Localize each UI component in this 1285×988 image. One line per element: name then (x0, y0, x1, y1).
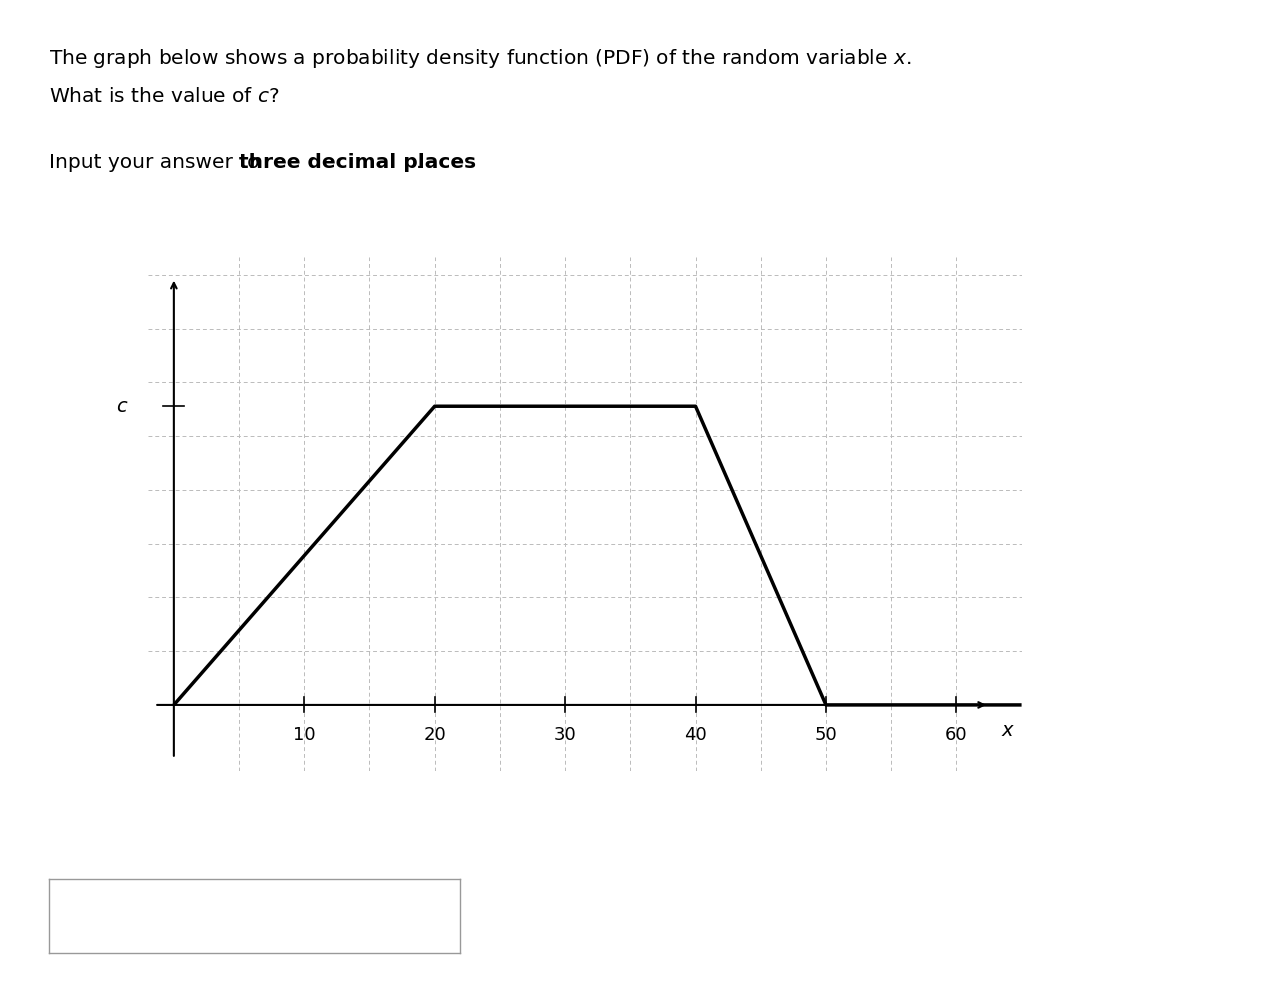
Text: 20: 20 (423, 726, 446, 744)
Text: 50: 50 (815, 726, 838, 744)
Text: 10: 10 (293, 726, 316, 744)
Text: What is the value of $c$?: What is the value of $c$? (49, 87, 279, 106)
Text: three decimal places: three decimal places (239, 153, 477, 172)
Text: 30: 30 (554, 726, 577, 744)
Text: 60: 60 (944, 726, 968, 744)
Text: 40: 40 (684, 726, 707, 744)
Text: $c$: $c$ (116, 397, 128, 416)
Text: .: . (416, 153, 423, 172)
Text: $x$: $x$ (1001, 721, 1015, 740)
Text: The graph below shows a probability density function (PDF) of the random variabl: The graph below shows a probability dens… (49, 47, 911, 70)
Text: Input your answer to: Input your answer to (49, 153, 266, 172)
